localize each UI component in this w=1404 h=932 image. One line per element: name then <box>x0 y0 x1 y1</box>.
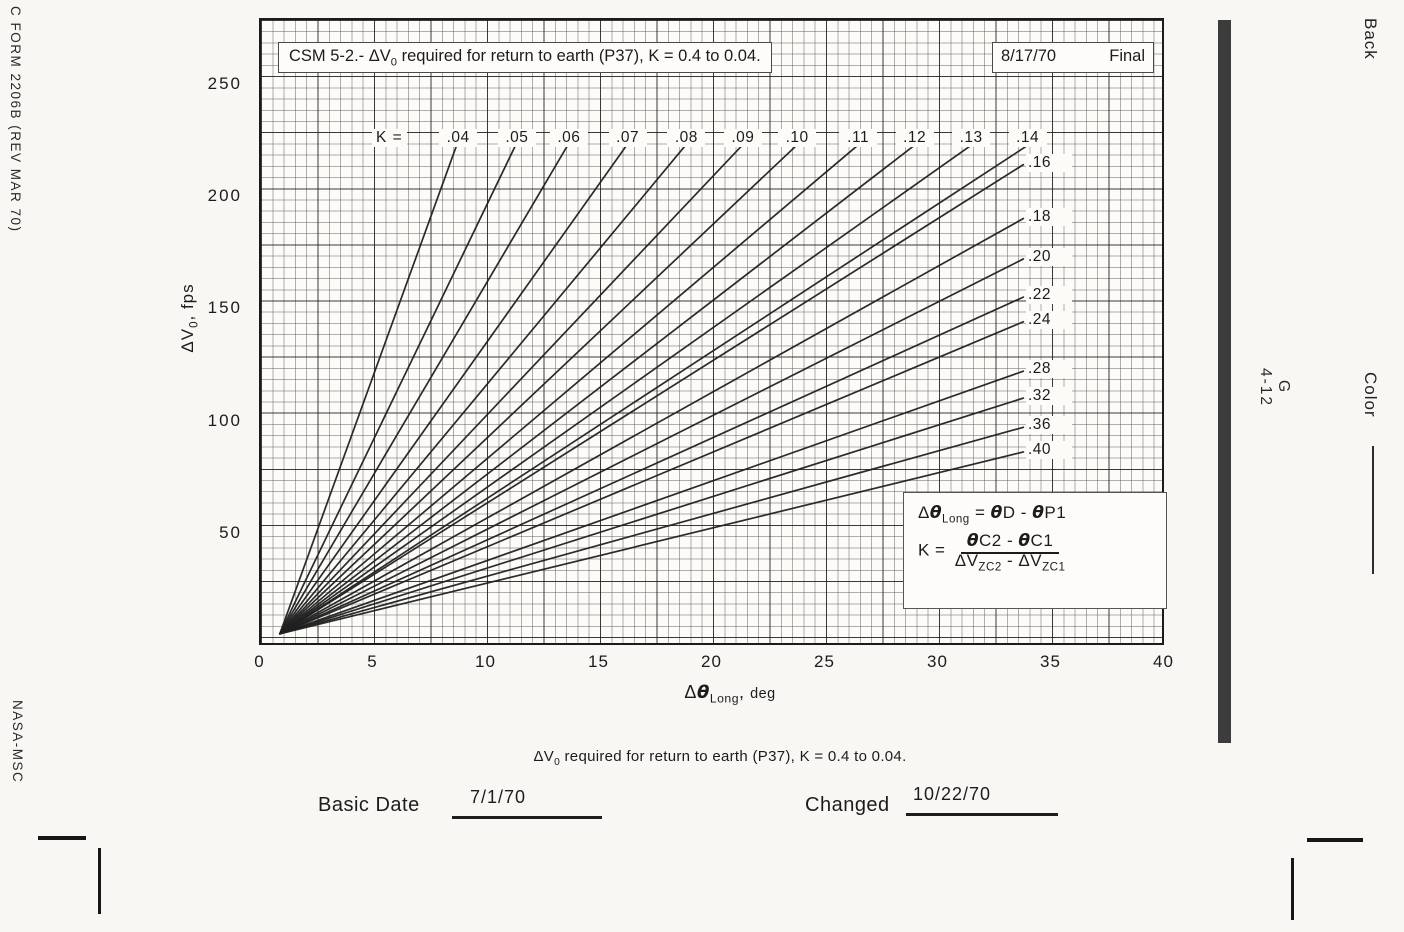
basic-date-value: 7/1/70 <box>470 787 527 807</box>
equation-delta-theta: ΔθLong = θD - θP1 <box>918 503 1067 526</box>
k-value-label-.11: .11 <box>839 129 878 147</box>
chart-title: CSM 5-2.- ΔV0 required for return to ear… <box>278 42 772 73</box>
crop-mark-bl-vertical <box>98 848 101 914</box>
crop-mark-br-vertical <box>1291 858 1294 920</box>
color-note: Color <box>1361 372 1380 418</box>
k-value-label-.24: .24 <box>1026 310 1072 329</box>
k-value-label-.13: .13 <box>952 129 991 147</box>
color-blank-line <box>1372 446 1374 574</box>
k-value-label-.28: .28 <box>1026 360 1072 379</box>
k-value-label-.08: .08 <box>667 129 706 147</box>
k-value-label-.18: .18 <box>1026 207 1072 226</box>
x-tick-10: 10 <box>475 652 496 671</box>
binding-bar <box>1218 20 1231 743</box>
agency-note: NASA-MSC <box>10 700 25 784</box>
back-note: Back <box>1361 18 1380 60</box>
k-value-label-.36: .36 <box>1026 416 1072 435</box>
changed-label: Changed <box>805 794 890 816</box>
k-value-label-.40: .40 <box>1026 440 1072 459</box>
header-status: Final <box>1109 47 1145 65</box>
k-value-label-.16: .16 <box>1026 153 1072 172</box>
crop-mark-br-horizontal <box>1307 838 1363 842</box>
y-axis-title: ΔV0, fps <box>178 283 201 353</box>
x-tick-5: 5 <box>367 652 378 671</box>
basic-date-label: Basic Date <box>318 794 420 816</box>
y-tick-100: 100 <box>207 410 242 430</box>
k-value-label-.10: .10 <box>778 129 817 147</box>
chart-title-text: CSM 5-2.- ΔV0 required for return to ear… <box>289 47 761 69</box>
k-value-label-.32: .32 <box>1026 387 1072 406</box>
chart-header-date: 8/17/70 Final <box>992 42 1154 73</box>
k-value-label-.12: .12 <box>895 129 934 147</box>
changed-underline <box>906 813 1058 816</box>
changed-value: 10/22/70 <box>913 784 992 804</box>
equation-box: ΔθLong = θD - θP1 K = θC2 - θC1 ΔVZC2 - … <box>903 492 1167 609</box>
y-tick-150: 150 <box>207 298 242 318</box>
k-value-label-.09: .09 <box>723 129 762 147</box>
x-tick-40: 40 <box>1153 652 1174 671</box>
x-tick-20: 20 <box>701 652 722 671</box>
k-equation-denominator: ΔVZC2 - ΔVZC1 <box>954 551 1066 574</box>
y-tick-200: 200 <box>207 186 242 206</box>
x-tick-35: 35 <box>1040 652 1061 671</box>
x-tick-30: 30 <box>927 652 948 671</box>
k-value-label-.07: .07 <box>608 129 647 147</box>
k-value-label-.06: .06 <box>549 129 588 147</box>
y-tick-50: 50 <box>219 522 242 542</box>
k-value-label-.14: .14 <box>1008 129 1047 147</box>
x-tick-0: 0 <box>254 652 265 671</box>
x-tick-15: 15 <box>588 652 609 671</box>
basic-date-underline <box>452 816 602 819</box>
crop-mark-bl-horizontal <box>38 836 86 840</box>
form-number-note: C FORM 2206B (REV MAR 70) <box>8 6 23 233</box>
x-axis-title: ΔθLong, deg <box>684 682 776 706</box>
figure-caption: ΔV0 required for return to earth (P37), … <box>533 748 907 768</box>
k-value-label-.04: .04 <box>439 129 478 147</box>
k-value-label-.05: .05 <box>497 129 536 147</box>
k-value-label-.22: .22 <box>1026 286 1072 305</box>
header-date: 8/17/70 <box>1001 47 1057 65</box>
k-value-label-.20: .20 <box>1026 247 1072 266</box>
page-reference: G 4-12 <box>1257 368 1292 408</box>
equation-k-definition: K = θC2 - θC1 ΔVZC2 - ΔVZC1 <box>918 531 1066 574</box>
k-axis-prefix: K = <box>372 129 407 147</box>
k-equation-numerator: θC2 - θC1 <box>960 531 1060 554</box>
x-tick-25: 25 <box>814 652 835 671</box>
y-tick-250: 250 <box>207 73 242 93</box>
